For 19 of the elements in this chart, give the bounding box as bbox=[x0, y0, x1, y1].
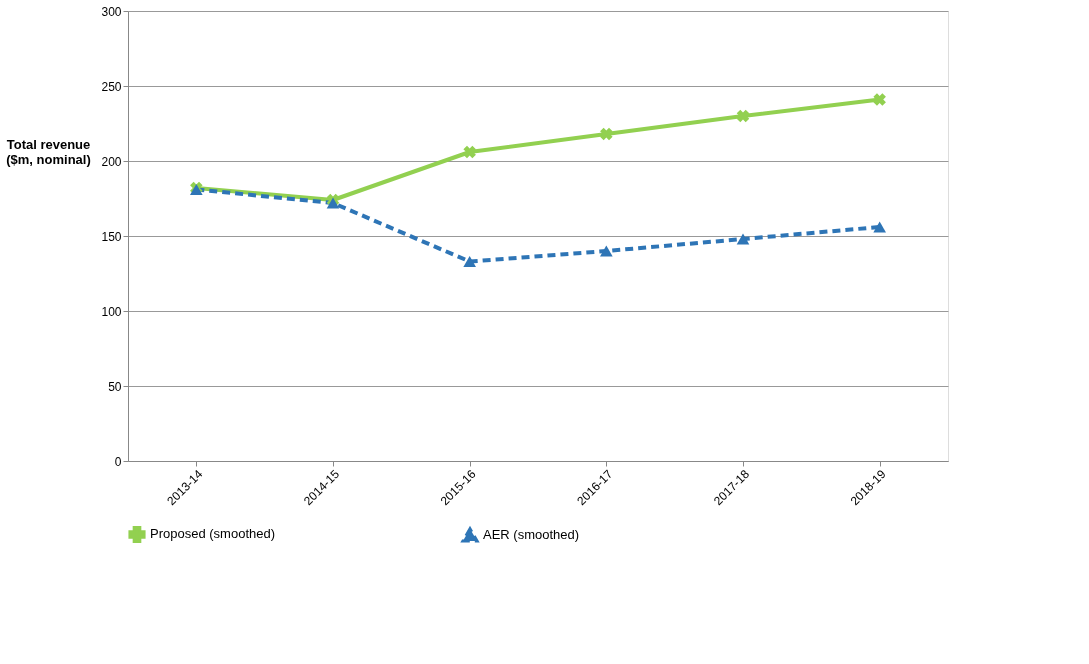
point bbox=[873, 93, 886, 106]
y-tick-label: 50 bbox=[108, 379, 122, 394]
y-tick-label: 200 bbox=[101, 154, 122, 169]
point bbox=[463, 256, 476, 267]
y-axis-title: Total revenue ($m, nominal) bbox=[6, 136, 91, 167]
point bbox=[873, 221, 886, 233]
point bbox=[326, 197, 340, 209]
point bbox=[463, 145, 476, 159]
y-tick-label: 0 bbox=[114, 454, 122, 469]
point bbox=[600, 127, 613, 141]
point bbox=[736, 109, 750, 123]
y-tick-label: 150 bbox=[101, 229, 122, 244]
legend-label: Proposed (smoothed) bbox=[150, 526, 276, 542]
legend-label: AER (smoothed) bbox=[483, 526, 580, 542]
point bbox=[736, 233, 750, 245]
y-tick-label: 250 bbox=[101, 79, 122, 94]
point bbox=[600, 245, 613, 257]
y-tick-label: 100 bbox=[101, 304, 122, 319]
y-tick-label: 300 bbox=[101, 4, 122, 19]
